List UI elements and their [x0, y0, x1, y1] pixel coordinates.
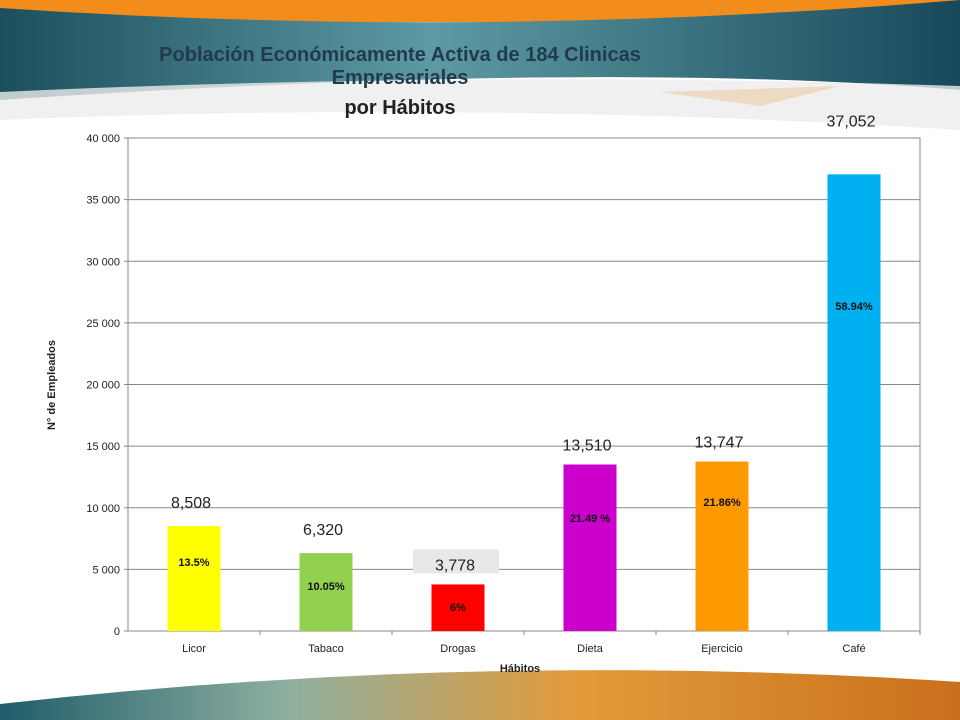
value-label: 3,778 — [435, 557, 475, 574]
y-tick-label: 0 — [114, 626, 120, 638]
value-label-box — [413, 549, 499, 574]
percent-label: 58.94% — [835, 301, 873, 313]
value-label: 8,508 — [171, 495, 211, 512]
chart-title-line-3: por Hábitos — [344, 97, 456, 119]
percent-label: 13.5% — [178, 557, 209, 569]
x-axis-ticks: Licor Tabaco Drogas Dieta Ejercicio Café — [182, 643, 866, 655]
bar-tabaco — [299, 553, 353, 631]
bottom-swoosh — [0, 670, 960, 720]
value-label: 37,052 — [827, 113, 876, 130]
percent-label: 6% — [450, 602, 466, 614]
header-teal-band — [0, 0, 960, 100]
y-tick-label: 5 000 — [92, 564, 120, 576]
chart-title-line-1: Población Económicamente Activa de 184 C… — [159, 44, 641, 66]
y-tick-label: 25 000 — [86, 318, 120, 330]
percent-label: 21.49 % — [570, 513, 611, 525]
bar-licor — [167, 526, 221, 631]
x-tick-label: Drogas — [440, 643, 476, 655]
percent-label: 10.05% — [307, 581, 345, 593]
y-tick-label: 20 000 — [86, 380, 120, 392]
percent-labels: 13.5% 10.05% 6% 21.49 % 21.86% 58.94% — [178, 301, 872, 614]
bar-café — [827, 174, 881, 631]
bars — [167, 174, 881, 631]
y-tick-label: 40 000 — [86, 133, 120, 145]
x-tick-label: Ejercicio — [701, 643, 743, 655]
percent-label: 21.86% — [703, 497, 741, 509]
y-tick-label: 30 000 — [86, 256, 120, 268]
y-tick-label: 15 000 — [86, 441, 120, 453]
x-tick-label: Tabaco — [308, 643, 343, 655]
chart-title-line-2: Empresariales — [331, 67, 469, 89]
y-axis-title: N° de Empleados — [46, 340, 58, 430]
x-tick-label: Café — [842, 643, 865, 655]
bar-dieta — [563, 464, 617, 631]
x-tick-label: Licor — [182, 643, 206, 655]
value-label: 13,510 — [563, 437, 612, 454]
gridlines — [124, 137, 921, 635]
bar-ejercicio — [695, 461, 749, 631]
x-tick-label: Dieta — [577, 643, 604, 655]
y-tick-label: 10 000 — [86, 503, 120, 515]
y-axis-ticks: 0 5 000 10 000 15 000 20 000 25 000 30 000 35 0… — [86, 133, 120, 638]
x-axis-title: Hábitos — [500, 663, 540, 675]
header-shadow — [0, 79, 960, 130]
y-tick-label: 35 000 — [86, 195, 120, 207]
bar-drogas — [431, 584, 485, 631]
value-labels: 8,508 6,320 3,778 13,510 13,747 37,052 — [171, 113, 876, 574]
value-label: 13,747 — [695, 435, 744, 452]
value-label: 6,320 — [303, 522, 343, 539]
